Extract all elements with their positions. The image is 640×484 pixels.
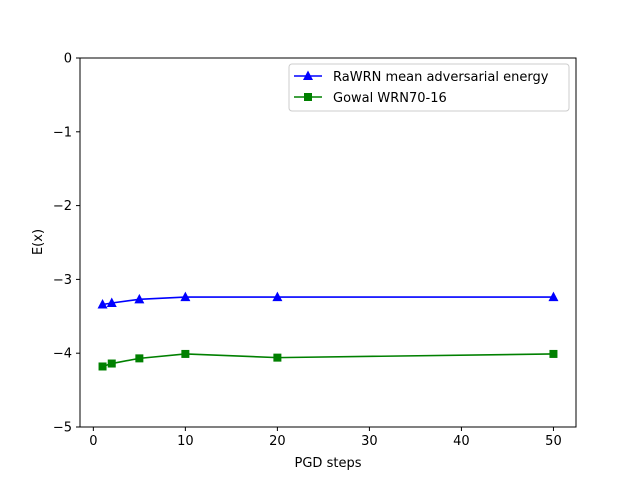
y-tick-label: −3	[53, 273, 72, 288]
data-point-series-1	[134, 293, 145, 304]
data-point-series-1	[548, 291, 559, 302]
data-point-series-1	[180, 291, 191, 302]
y-tick-label: −5	[53, 421, 72, 436]
legend: RaWRN mean adversarial energy Gowal WRN70…	[288, 63, 570, 112]
y-tick-label: −4	[53, 347, 72, 362]
x-tick-label: 30	[361, 434, 378, 449]
legend-marker-1	[303, 70, 313, 80]
data-point-series-2	[98, 362, 107, 371]
data-point-series-2	[181, 349, 190, 358]
x-tick-label: 40	[453, 434, 470, 449]
data-point-series-1	[106, 297, 117, 308]
x-tick-label: 50	[545, 434, 562, 449]
data-point-series-2	[135, 354, 144, 363]
legend-marker-2	[304, 93, 312, 101]
data-point-series-2	[273, 353, 282, 362]
data-point-series-1	[97, 298, 108, 309]
data-point-series-2	[107, 359, 116, 368]
legend-label-2: Gowal WRN70-16	[333, 91, 447, 106]
legend-label-1: RaWRN mean adversarial energy	[333, 70, 549, 85]
plot-area	[97, 291, 559, 371]
axes: 0 10 20 30 40 50 0 −1 −2 −3 −4 −5	[53, 52, 577, 449]
y-axis-label: E(x)	[31, 229, 46, 255]
x-tick-label: 0	[89, 434, 97, 449]
x-axis-label: PGD steps	[295, 456, 362, 471]
data-point-series-2	[549, 349, 558, 358]
legend-box	[288, 63, 570, 112]
data-point-series-1	[272, 291, 283, 302]
y-tick-label: 0	[64, 52, 72, 67]
y-tick-label: −2	[53, 199, 72, 214]
x-tick-label: 10	[177, 434, 194, 449]
axes-frame	[79, 57, 577, 428]
y-tick-label: −1	[53, 125, 72, 140]
x-tick-label: 20	[269, 434, 286, 449]
